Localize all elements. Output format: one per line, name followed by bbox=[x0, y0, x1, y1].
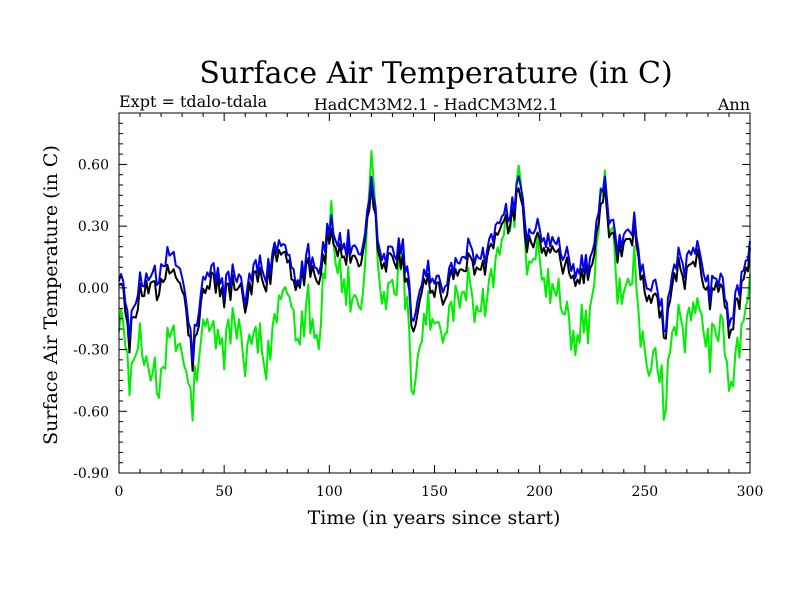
x-tick-label: 300 bbox=[737, 484, 764, 500]
x-tick-label: 100 bbox=[316, 484, 343, 500]
x-tick-label: 50 bbox=[215, 484, 233, 500]
y-axis-ticks: -0.90 -0.60 -0.30 0.00 0.30 0.60 bbox=[73, 112, 750, 482]
y-tick-label: -0.60 bbox=[73, 404, 109, 420]
model-annotation: HadCM3M2.1 - HadCM3M2.1 bbox=[314, 95, 558, 114]
x-tick-label: 150 bbox=[421, 484, 448, 500]
y-axis-label: Surface Air Temperature (in C) bbox=[40, 145, 62, 445]
x-axis-ticks: 0 50 100 150 200 250 300 bbox=[115, 113, 764, 500]
experiment-annotation: Expt = tdalo-tdala bbox=[119, 92, 268, 111]
chart-title: Surface Air Temperature (in C) bbox=[199, 56, 672, 91]
x-tick-label: 250 bbox=[631, 484, 658, 500]
period-annotation: Ann bbox=[717, 95, 750, 114]
x-axis-label: Time (in years since start) bbox=[308, 507, 561, 529]
series-3-line bbox=[118, 175, 751, 363]
y-tick-label: 0.60 bbox=[78, 157, 109, 173]
x-tick-label: 0 bbox=[115, 484, 124, 500]
y-tick-label: -0.90 bbox=[73, 466, 109, 482]
series-layer bbox=[118, 150, 751, 422]
y-tick-label: 0.00 bbox=[78, 281, 109, 297]
series-1-line bbox=[118, 183, 751, 372]
series-2-line bbox=[118, 150, 751, 422]
x-tick-label: 200 bbox=[526, 484, 553, 500]
y-tick-label: 0.30 bbox=[78, 219, 109, 235]
y-tick-label: -0.30 bbox=[73, 343, 109, 359]
